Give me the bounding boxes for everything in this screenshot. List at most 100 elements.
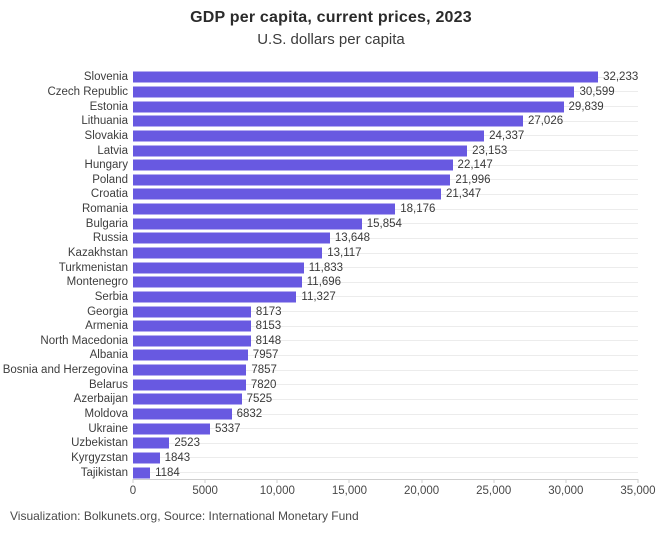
bar-track: 7820 (133, 377, 638, 392)
x-axis-tick (204, 479, 206, 483)
value-label: 5337 (215, 422, 241, 435)
value-label: 1184 (155, 466, 180, 479)
value-label: 11,696 (306, 276, 342, 289)
bar-track: 1843 (133, 451, 638, 466)
bar (133, 145, 468, 157)
bar-row: Bosnia and Herzegovina 7857 (0, 363, 662, 378)
bar-track: 5337 (133, 421, 638, 436)
value-label: 29,839 (568, 100, 604, 113)
row-gridline (133, 252, 638, 254)
row-gridline (133, 369, 638, 371)
bar (133, 262, 304, 274)
value-label: 8153 (255, 320, 282, 333)
value-label: 15,854 (366, 217, 402, 230)
bar (133, 115, 523, 127)
value-label: 32,233 (603, 71, 639, 84)
category-label: Armenia (85, 320, 128, 333)
value-label: 30,599 (579, 85, 615, 98)
value-label: 2523 (174, 437, 200, 450)
value-label: 23,153 (472, 144, 508, 157)
x-axis-tick (493, 479, 495, 483)
value-label: 13,648 (334, 232, 371, 245)
x-tick-label: 10,000 (259, 485, 295, 497)
attribution-text: Visualization: Bolkunets.org, Source: In… (10, 509, 359, 523)
category-label: Slovakia (84, 129, 128, 142)
row-gridline (133, 442, 638, 444)
bar (133, 437, 170, 449)
bar-row: Azerbaijan 7525 (0, 392, 662, 407)
row-gridline (133, 428, 638, 430)
bar (133, 291, 297, 303)
value-label: 7857 (251, 364, 277, 377)
chart-title: GDP per capita, current prices, 2023 (190, 9, 472, 26)
bar (133, 276, 302, 288)
bar (133, 423, 210, 435)
value-label: 1843 (164, 451, 191, 464)
category-label: Uzbekistan (71, 437, 128, 450)
value-label: 24,337 (489, 129, 525, 142)
bar-track: 22,147 (133, 158, 638, 173)
bar-row: Romania 18,176 (0, 202, 662, 217)
bar-track: 2523 (133, 436, 638, 451)
x-tick-label: 35,000 (620, 485, 656, 497)
bar (133, 408, 232, 420)
value-label: 11,833 (308, 261, 344, 274)
bar (133, 188, 441, 200)
category-label: Latvia (97, 144, 128, 157)
row-gridline (133, 325, 638, 327)
row-gridline (133, 457, 638, 459)
bar-track: 32,233 (133, 70, 638, 85)
value-label: 8173 (255, 305, 282, 318)
x-axis-tick (421, 479, 423, 483)
x-axis-tick (132, 479, 134, 483)
x-tick-label: 30,000 (548, 485, 584, 497)
value-label: 18,176 (400, 203, 436, 216)
category-label: Azerbaijan (73, 393, 128, 406)
category-label: Turkmenistan (58, 261, 128, 274)
x-tick-label: 5000 (192, 485, 218, 497)
bar-row: Estonia 29,839 (0, 99, 662, 114)
bar-track: 11,327 (133, 290, 638, 305)
x-axis-tick (637, 479, 639, 483)
bar-track: 21,347 (133, 187, 638, 202)
bar (133, 247, 323, 259)
bar (133, 349, 248, 361)
category-label: Poland (92, 173, 128, 186)
bar-row: Kazakhstan 13,117 (0, 246, 662, 261)
category-label: Bosnia and Herzegovina (2, 364, 128, 377)
bar (133, 71, 599, 83)
bar (133, 452, 160, 464)
category-label: Georgia (87, 305, 128, 318)
bar-row: Montenegro 11,696 (0, 275, 662, 290)
bar (133, 86, 575, 98)
bar-row: Bulgaria 15,854 (0, 216, 662, 231)
category-label: Kyrgyzstan (71, 451, 128, 464)
bar-track: 8148 (133, 334, 638, 349)
x-axis-tick (276, 479, 278, 483)
bar-row: Hungary 22,147 (0, 158, 662, 173)
bar-row: Georgia 8173 (0, 304, 662, 319)
row-gridline (133, 340, 638, 342)
chart-subtitle: U.S. dollars per capita (257, 31, 405, 48)
bar-track: 13,117 (133, 246, 638, 261)
x-tick-label: 15,000 (331, 485, 368, 497)
category-label: Ukraine (88, 422, 128, 435)
category-label: Hungary (84, 159, 128, 172)
category-label: Slovenia (83, 71, 128, 84)
bar (133, 393, 242, 405)
bar (133, 101, 564, 113)
value-label: 21,347 (446, 188, 482, 201)
row-gridline (133, 267, 638, 269)
value-label: 27,026 (527, 115, 564, 128)
row-gridline (133, 296, 638, 298)
category-label: Romania (81, 203, 128, 216)
bar-track: 15,854 (133, 216, 638, 231)
bar-row: Croatia 21,347 (0, 187, 662, 202)
category-label: Croatia (90, 188, 128, 201)
bar-row: Latvia 23,153 (0, 143, 662, 158)
bar-row: Czech Republic 30,599 (0, 85, 662, 100)
x-axis-tick (565, 479, 567, 483)
bar (133, 467, 151, 479)
x-axis-line (133, 479, 638, 480)
bar (133, 130, 485, 142)
